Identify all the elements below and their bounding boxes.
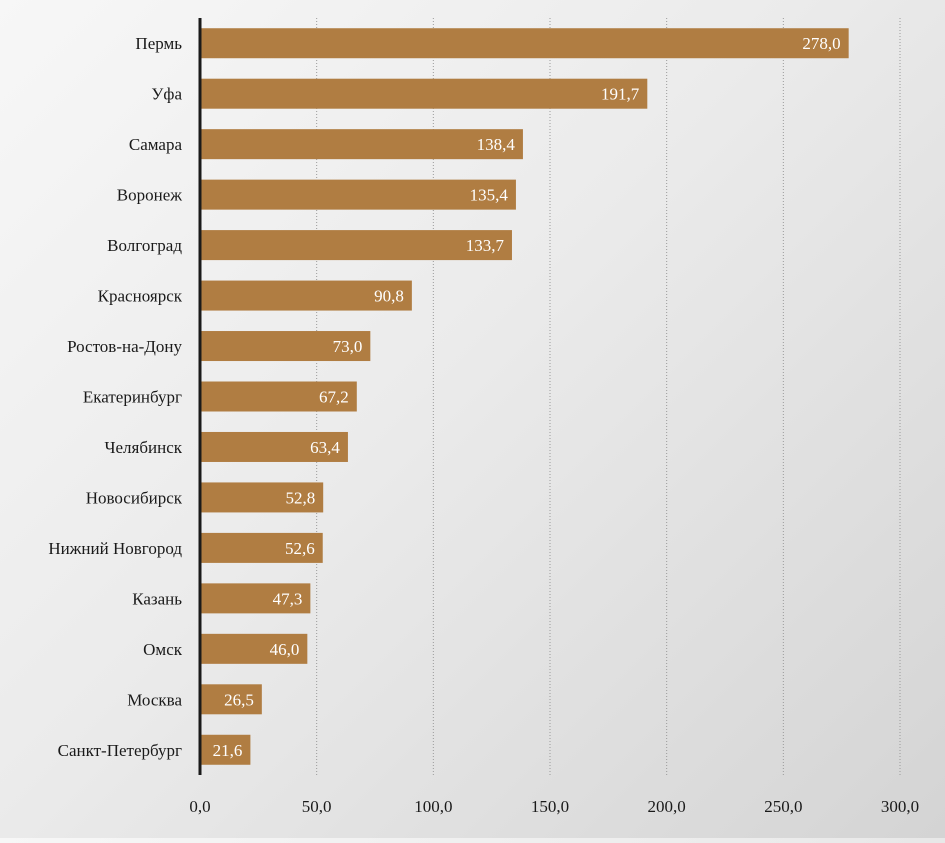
x-tick-label: 100,0: [414, 797, 452, 816]
bar: [200, 482, 324, 513]
data-label: 135,4: [470, 186, 509, 205]
x-tick-label: 50,0: [302, 797, 332, 816]
x-tick-label: 300,0: [881, 797, 919, 816]
category-label: Красноярск: [98, 287, 183, 306]
x-tick-label: 0,0: [189, 797, 210, 816]
bar: [200, 78, 648, 109]
category-label: Новосибирск: [86, 488, 183, 507]
bar: [200, 633, 308, 664]
bar: [200, 179, 516, 210]
bar: [200, 431, 348, 462]
category-label: Ростов-на-Дону: [67, 337, 182, 356]
data-label: 52,6: [285, 539, 315, 558]
data-label: 138,4: [477, 135, 516, 154]
bar: [200, 331, 371, 362]
x-tick-label: 250,0: [764, 797, 802, 816]
category-label: Воронеж: [117, 186, 182, 205]
data-label: 278,0: [802, 34, 840, 53]
bar: [200, 734, 251, 765]
bar: [200, 129, 523, 160]
bar: [200, 28, 849, 59]
bar: [200, 532, 323, 563]
category-label: Челябинск: [104, 438, 182, 457]
data-label: 133,7: [466, 236, 505, 255]
bar: [200, 381, 357, 412]
data-label: 26,5: [224, 690, 254, 709]
bar: [200, 583, 311, 614]
bars: [200, 28, 849, 765]
data-label: 73,0: [333, 337, 363, 356]
x-tick-label: 200,0: [648, 797, 686, 816]
category-label: Нижний Новгород: [48, 539, 182, 558]
data-label: 47,3: [273, 589, 303, 608]
category-label: Пермь: [135, 34, 182, 53]
category-label: Уфа: [151, 85, 182, 104]
labels: 0,0 50,0 100,0 150,0 200,0 250,0 300,0 Пермь 278…: [48, 34, 919, 816]
category-label: Самара: [129, 135, 183, 154]
data-label: 63,4: [310, 438, 340, 457]
category-label: Казань: [132, 589, 182, 608]
data-label: 67,2: [319, 388, 349, 407]
bar: [200, 684, 262, 715]
data-label: 21,6: [213, 741, 243, 760]
category-label: Екатеринбург: [83, 388, 182, 407]
category-label: Москва: [127, 690, 182, 709]
data-label: 46,0: [270, 640, 300, 659]
category-label: Волгоград: [107, 236, 182, 255]
bar: [200, 230, 512, 261]
bar: [200, 280, 412, 311]
data-label: 191,7: [601, 85, 640, 104]
x-tick-label: 150,0: [531, 797, 569, 816]
data-label: 52,8: [285, 488, 315, 507]
data-label: 90,8: [374, 287, 404, 306]
category-label: Санкт-Петербург: [58, 741, 182, 760]
category-label: Омск: [143, 640, 183, 659]
